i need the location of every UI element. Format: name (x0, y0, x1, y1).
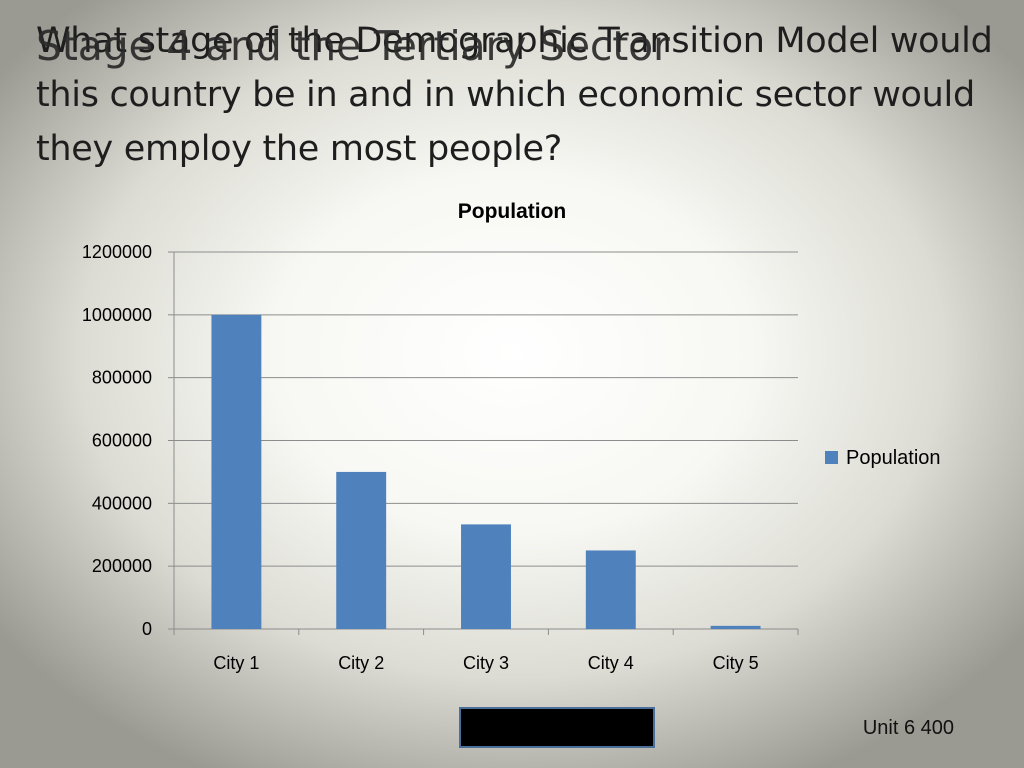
chart-title: Population (458, 200, 567, 223)
x-tick-label: City 3 (463, 653, 509, 673)
question-text: What stage of the Demographic Transition… (36, 21, 993, 169)
bar (336, 471, 387, 629)
y-tick-label: 600000 (92, 431, 152, 451)
bar (710, 625, 761, 629)
bar (585, 550, 636, 629)
bar (461, 524, 511, 629)
y-tick-label: 800000 (92, 368, 152, 388)
x-tick-label: City 2 (338, 653, 384, 673)
y-tick-label: 200000 (92, 556, 152, 576)
overlay-title: Stage 4 and the Tertiary Sector (36, 22, 670, 70)
x-tick-label: City 5 (713, 653, 759, 673)
y-tick-label: 1200000 (82, 242, 152, 262)
x-tick-label: City 4 (588, 653, 634, 673)
legend-label: Population (846, 447, 941, 469)
y-tick-label: 400000 (92, 493, 152, 513)
y-tick-label: 1000000 (82, 305, 152, 325)
population-chart: Population 0 200000 400000 600000 800000 1000… (82, 200, 941, 673)
legend-swatch (825, 451, 838, 464)
x-tick-label: City 1 (213, 653, 259, 673)
bar (211, 314, 262, 629)
y-tick-label: 0 (142, 619, 152, 639)
redaction-box (459, 707, 655, 748)
footer-text: Unit 6 400 (862, 717, 954, 739)
